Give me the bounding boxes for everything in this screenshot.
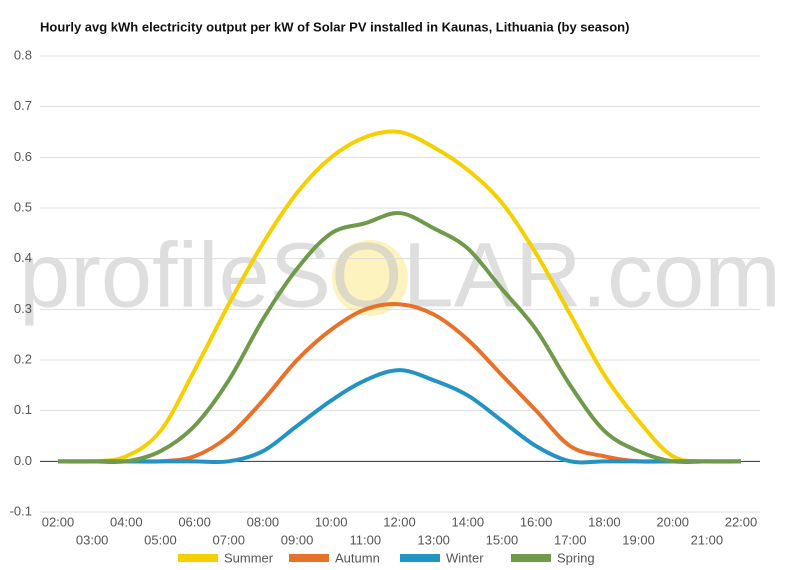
y-tick-label: 0.0 xyxy=(14,453,32,468)
y-tick-label: 0.1 xyxy=(14,402,32,417)
x-tick-label: 22:00 xyxy=(725,514,758,529)
series-line xyxy=(57,129,742,464)
x-tick-label: 19:00 xyxy=(622,532,655,547)
legend-label: Autumn xyxy=(335,550,380,565)
x-tick-label: 14:00 xyxy=(452,514,485,529)
x-tick-label: 08:00 xyxy=(247,514,280,529)
series-line xyxy=(58,211,741,465)
series-line xyxy=(58,368,741,465)
chart-title: Hourly avg kWh electricity output per kW… xyxy=(40,19,629,34)
x-tick-label: 21:00 xyxy=(691,532,724,547)
x-tick-label: 07:00 xyxy=(212,532,245,547)
y-tick-label: -0.1 xyxy=(10,503,32,518)
legend-swatch xyxy=(178,554,218,562)
x-tick-label: 04:00 xyxy=(110,514,143,529)
y-tick-label: 0.2 xyxy=(14,351,32,366)
y-tick-label: 0.5 xyxy=(14,199,32,214)
x-tick-label: 06:00 xyxy=(178,514,211,529)
x-tick-label: 12:00 xyxy=(383,514,416,529)
legend-swatch xyxy=(511,554,551,562)
x-tick-label: 13:00 xyxy=(417,532,450,547)
legend-swatch xyxy=(289,554,329,562)
legend-label: Summer xyxy=(224,550,274,565)
x-tick-label: 05:00 xyxy=(144,532,177,547)
x-tick-label: 17:00 xyxy=(554,532,587,547)
y-tick-label: 0.8 xyxy=(14,47,32,62)
x-tick-label: 09:00 xyxy=(281,532,314,547)
y-tick-label: 0.6 xyxy=(14,149,32,164)
x-tick-label: 20:00 xyxy=(656,514,689,529)
series-line xyxy=(58,302,741,464)
legend-label: Spring xyxy=(557,550,595,565)
legend-swatch xyxy=(400,554,440,562)
x-tick-label: 02:00 xyxy=(42,514,75,529)
x-tick-label: 03:00 xyxy=(76,532,109,547)
watermark: profileSOLAR.com xyxy=(19,224,781,326)
x-tick-label: 16:00 xyxy=(520,514,553,529)
y-tick-label: 0.3 xyxy=(14,301,32,316)
x-tick-label: 10:00 xyxy=(315,514,348,529)
y-tick-label: 0.7 xyxy=(14,98,32,113)
x-tick-label: 18:00 xyxy=(588,514,621,529)
x-tick-label: 11:00 xyxy=(350,532,382,547)
x-tick-label: 15:00 xyxy=(486,532,519,547)
legend-label: Winter xyxy=(446,550,484,565)
y-tick-label: 0.4 xyxy=(14,250,32,265)
